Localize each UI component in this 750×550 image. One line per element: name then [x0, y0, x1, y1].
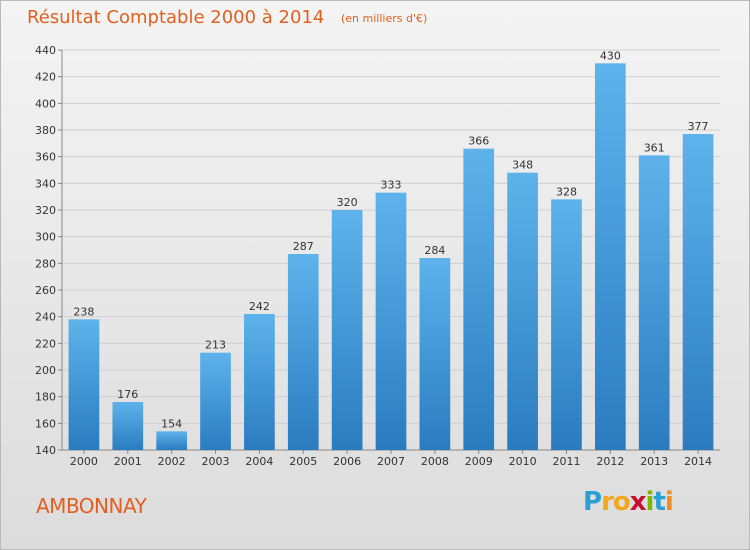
proxiti-logo[interactable]: Proxiti — [583, 487, 674, 517]
y-tick-labels: 140 160 180 200 220 240 260 280 300 320 340 360 380 4… — [35, 44, 56, 457]
x-tick-label: 2009 — [465, 455, 493, 468]
bar — [68, 319, 100, 450]
x-tick-label: 2010 — [509, 455, 537, 468]
y-tick-label: 420 — [35, 71, 56, 84]
x-tick-label: 2002 — [158, 455, 186, 468]
bar — [200, 352, 231, 450]
data-labels: 238 176 154 213 242 287 320 333 284 366 348 328 430 3… — [73, 49, 708, 430]
bar — [112, 402, 144, 450]
x-tick-label: 2001 — [114, 455, 142, 468]
y-tick-label: 200 — [35, 364, 56, 377]
y-tick-label: 360 — [35, 151, 56, 164]
data-label: 176 — [117, 388, 138, 401]
y-tick-label: 160 — [35, 417, 56, 430]
bar — [682, 134, 714, 450]
y-tick-label: 400 — [35, 97, 56, 110]
data-label: 328 — [556, 185, 577, 198]
data-label: 361 — [644, 141, 665, 154]
data-label: 154 — [161, 417, 182, 430]
x-tick-label: 2000 — [70, 455, 98, 468]
commune-name: AMBONNAY — [36, 494, 147, 518]
x-tick-label: 2012 — [596, 455, 624, 468]
bar — [419, 258, 451, 450]
bar — [156, 431, 188, 450]
bar — [244, 314, 275, 450]
y-tick-label: 240 — [35, 311, 56, 324]
bar — [638, 155, 670, 451]
x-tick-label: 2008 — [421, 455, 449, 468]
bar — [375, 192, 407, 450]
x-tick-label: 2006 — [333, 455, 361, 468]
x-tick-label: 2003 — [202, 455, 230, 468]
x-tick-label: 2007 — [377, 455, 405, 468]
chart-title: Résultat Comptable 2000 à 2014 — [27, 7, 325, 28]
x-tick-labels: 2000 2001 2002 2003 2004 2005 2006 2007 2008 2009… — [70, 450, 712, 468]
y-tick-label: 380 — [35, 124, 56, 137]
bar — [331, 210, 363, 450]
chart-subtitle: (en milliers d'€) — [341, 12, 428, 25]
data-label: 320 — [337, 196, 358, 209]
y-tick-label: 340 — [35, 177, 56, 190]
data-label: 242 — [249, 300, 270, 313]
data-label: 238 — [73, 305, 94, 318]
y-tick-label: 300 — [35, 231, 56, 244]
y-tick-label: 440 — [35, 44, 56, 57]
bar — [463, 148, 495, 450]
data-label: 366 — [468, 135, 489, 148]
y-tick-label: 140 — [35, 444, 56, 457]
data-label: 213 — [205, 339, 226, 352]
x-tick-label: 2004 — [245, 455, 273, 468]
x-tick-label: 2014 — [684, 455, 712, 468]
data-label: 287 — [293, 240, 314, 253]
y-tick-label: 180 — [35, 391, 56, 404]
y-tick-label: 280 — [35, 257, 56, 270]
bar — [594, 63, 626, 450]
y-tick-label: 260 — [35, 284, 56, 297]
data-label: 284 — [424, 244, 445, 257]
x-tick-label: 2013 — [640, 455, 668, 468]
data-label: 348 — [512, 159, 533, 172]
data-label: 333 — [381, 179, 402, 192]
bar — [507, 172, 538, 450]
y-tick-label: 220 — [35, 337, 56, 350]
data-label: 430 — [600, 49, 621, 62]
bar — [287, 254, 319, 450]
x-tick-label: 2005 — [289, 455, 317, 468]
data-label: 377 — [688, 120, 709, 133]
bars — [68, 63, 714, 451]
x-tick-label: 2011 — [552, 455, 580, 468]
y-tick-label: 320 — [35, 204, 56, 217]
bar — [551, 199, 582, 450]
